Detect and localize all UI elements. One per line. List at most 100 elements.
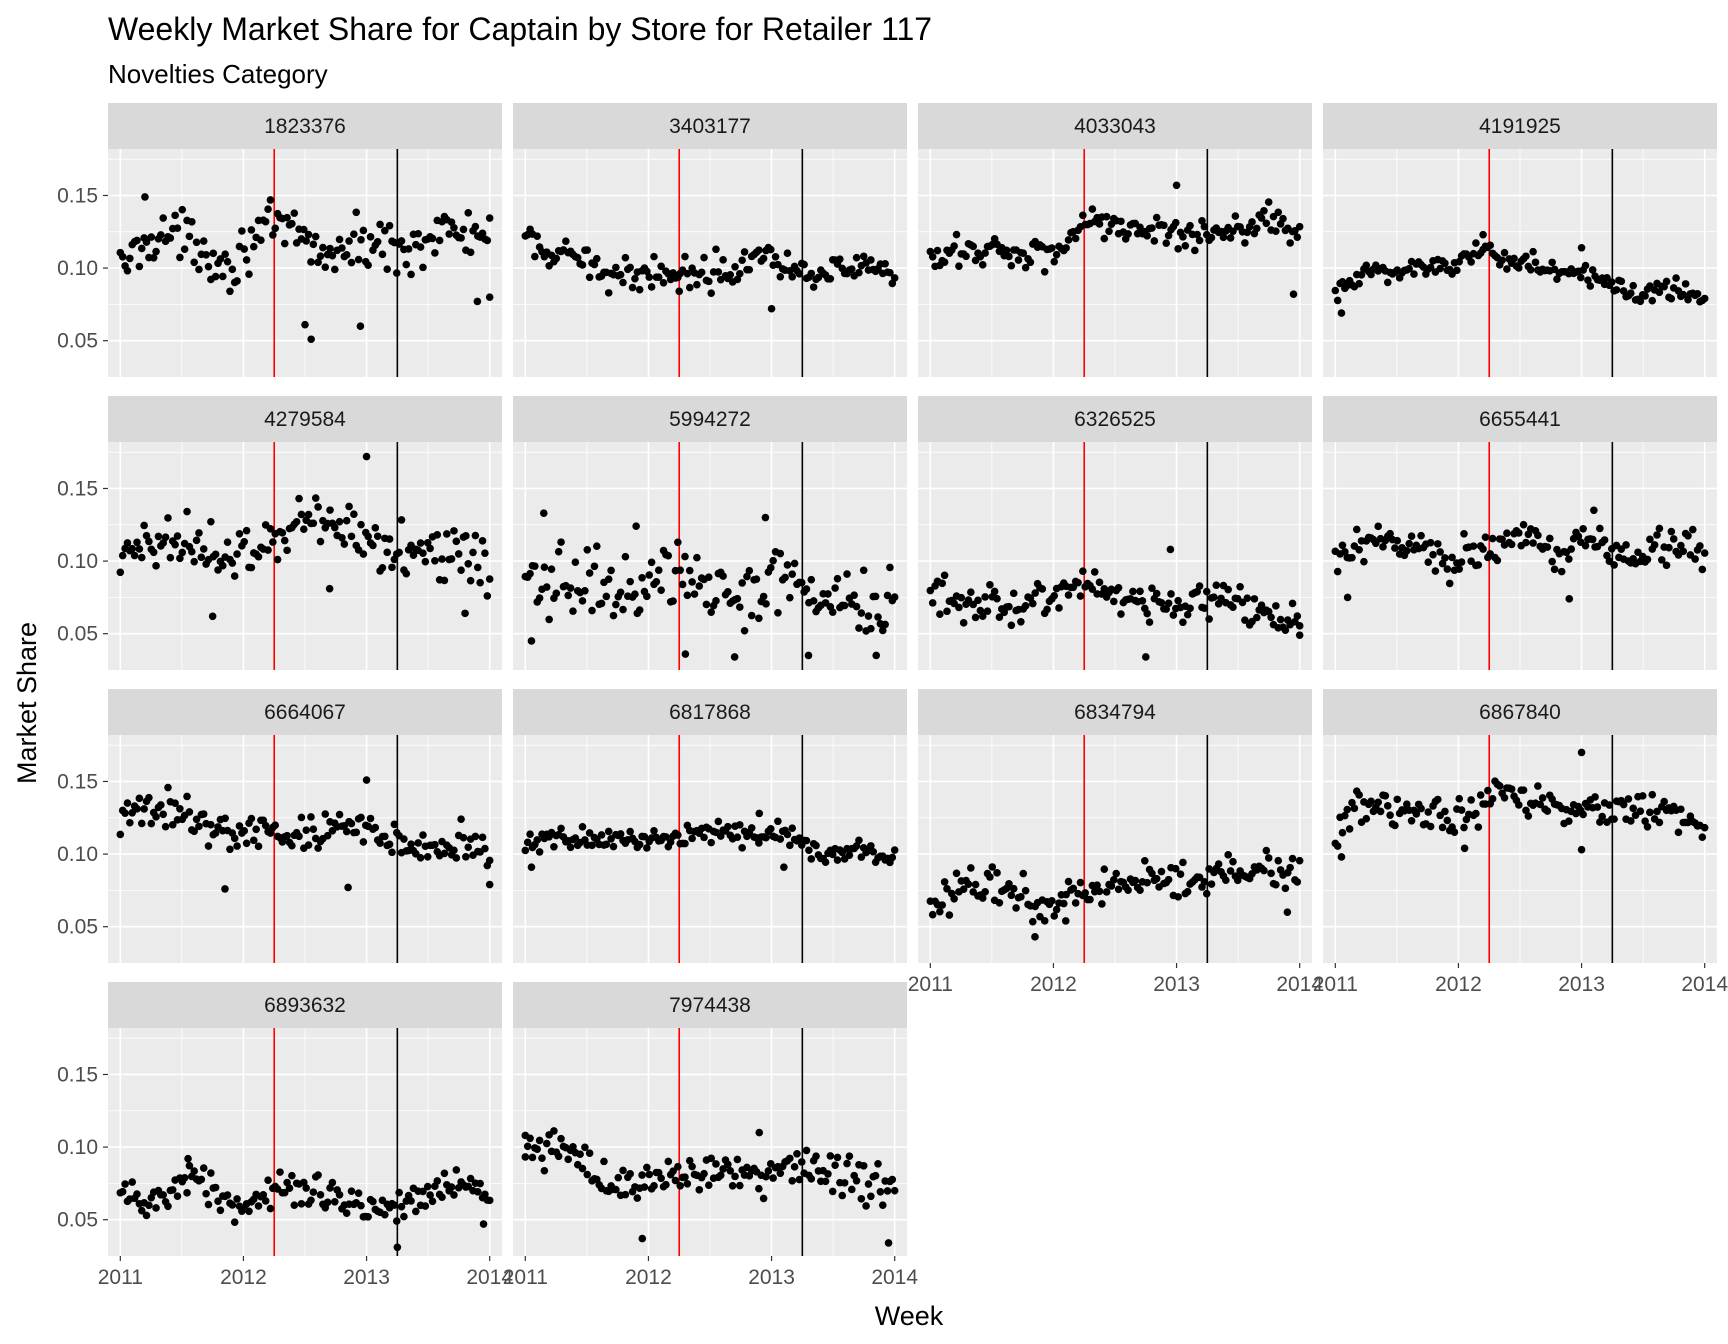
data-point bbox=[1457, 558, 1466, 566]
data-point bbox=[1021, 886, 1030, 895]
data-point bbox=[1619, 800, 1628, 809]
data-point bbox=[1050, 591, 1059, 600]
data-point bbox=[161, 822, 170, 831]
data-point bbox=[1548, 258, 1556, 267]
data-point bbox=[266, 196, 275, 204]
data-point bbox=[457, 566, 465, 574]
data-point bbox=[986, 873, 994, 881]
data-point bbox=[802, 585, 811, 593]
data-point bbox=[402, 260, 411, 269]
data-point bbox=[273, 555, 282, 564]
data-point bbox=[342, 1209, 351, 1217]
data-point bbox=[1677, 805, 1685, 814]
data-point bbox=[1577, 748, 1586, 757]
data-point bbox=[1433, 795, 1442, 804]
data-point bbox=[872, 651, 881, 660]
data-point bbox=[552, 254, 561, 263]
x-tick-label: 2011 bbox=[98, 1266, 143, 1289]
data-point bbox=[688, 1162, 696, 1171]
data-point bbox=[1386, 529, 1394, 538]
data-point bbox=[209, 249, 218, 258]
data-point bbox=[1019, 869, 1028, 878]
data-point bbox=[597, 599, 606, 608]
data-point bbox=[1193, 230, 1202, 239]
data-point bbox=[761, 513, 770, 522]
data-point bbox=[1331, 286, 1340, 295]
data-point bbox=[1488, 795, 1497, 803]
data-point bbox=[168, 820, 177, 829]
data-point bbox=[316, 252, 325, 261]
data-point bbox=[1379, 543, 1387, 551]
data-point bbox=[207, 820, 215, 829]
data-point bbox=[1114, 885, 1123, 894]
data-point bbox=[1160, 221, 1168, 230]
data-point bbox=[242, 256, 251, 264]
data-point bbox=[983, 607, 992, 615]
data-point bbox=[1207, 233, 1216, 242]
data-point bbox=[1176, 870, 1185, 879]
data-point bbox=[1129, 587, 1137, 596]
data-point bbox=[1062, 890, 1070, 899]
data-point bbox=[578, 597, 587, 605]
data-point bbox=[755, 809, 764, 818]
data-point bbox=[855, 836, 863, 845]
data-point bbox=[569, 607, 577, 615]
data-point bbox=[781, 573, 789, 582]
data-point bbox=[626, 827, 634, 836]
data-point bbox=[1333, 842, 1342, 850]
x-tick-label: 2012 bbox=[1030, 973, 1077, 996]
data-point bbox=[178, 548, 187, 557]
data-point bbox=[185, 1161, 194, 1170]
facet-panel: 6664067 0.05 0.10 0.15 bbox=[57, 689, 502, 963]
data-point bbox=[528, 1153, 537, 1162]
data-point bbox=[1472, 809, 1480, 818]
data-point bbox=[1005, 879, 1013, 888]
data-point bbox=[1507, 540, 1516, 549]
data-point bbox=[831, 584, 839, 592]
data-point bbox=[993, 869, 1001, 877]
data-point bbox=[1674, 828, 1683, 837]
data-point bbox=[440, 849, 449, 858]
data-point bbox=[473, 1187, 482, 1196]
data-point bbox=[1593, 803, 1602, 811]
data-point bbox=[593, 542, 601, 551]
data-point bbox=[366, 814, 375, 823]
x-tick-label: 2013 bbox=[748, 1266, 795, 1289]
data-point bbox=[693, 280, 701, 289]
data-point bbox=[1064, 236, 1073, 244]
data-point bbox=[833, 574, 842, 583]
data-point bbox=[1646, 808, 1654, 817]
facet-panel: 4279584 0.05 0.10 0.15 bbox=[57, 396, 502, 670]
data-point bbox=[1110, 597, 1118, 606]
data-point bbox=[1455, 257, 1464, 266]
data-point bbox=[378, 563, 387, 572]
data-point bbox=[1007, 261, 1016, 270]
data-point bbox=[700, 833, 708, 842]
data-point bbox=[788, 273, 797, 281]
data-point bbox=[342, 516, 351, 525]
data-point bbox=[852, 842, 861, 850]
data-point bbox=[259, 1191, 268, 1199]
data-point bbox=[328, 1178, 337, 1187]
data-point bbox=[719, 256, 727, 264]
data-point bbox=[1171, 218, 1180, 227]
data-point bbox=[1600, 536, 1609, 544]
data-point bbox=[852, 1176, 861, 1185]
data-point bbox=[1424, 558, 1433, 566]
data-point bbox=[674, 831, 682, 839]
data-point bbox=[1338, 828, 1347, 837]
data-point bbox=[314, 1171, 322, 1179]
data-point bbox=[352, 208, 361, 217]
data-point bbox=[369, 1197, 377, 1206]
data-point bbox=[1264, 607, 1273, 616]
data-point bbox=[264, 1176, 272, 1185]
data-point bbox=[804, 651, 813, 660]
data-point bbox=[936, 610, 944, 618]
data-point bbox=[1381, 792, 1390, 800]
data-point bbox=[1250, 595, 1259, 603]
data-point bbox=[1200, 604, 1209, 613]
data-point bbox=[523, 1142, 532, 1151]
data-point bbox=[1002, 246, 1011, 255]
data-point bbox=[481, 844, 489, 853]
